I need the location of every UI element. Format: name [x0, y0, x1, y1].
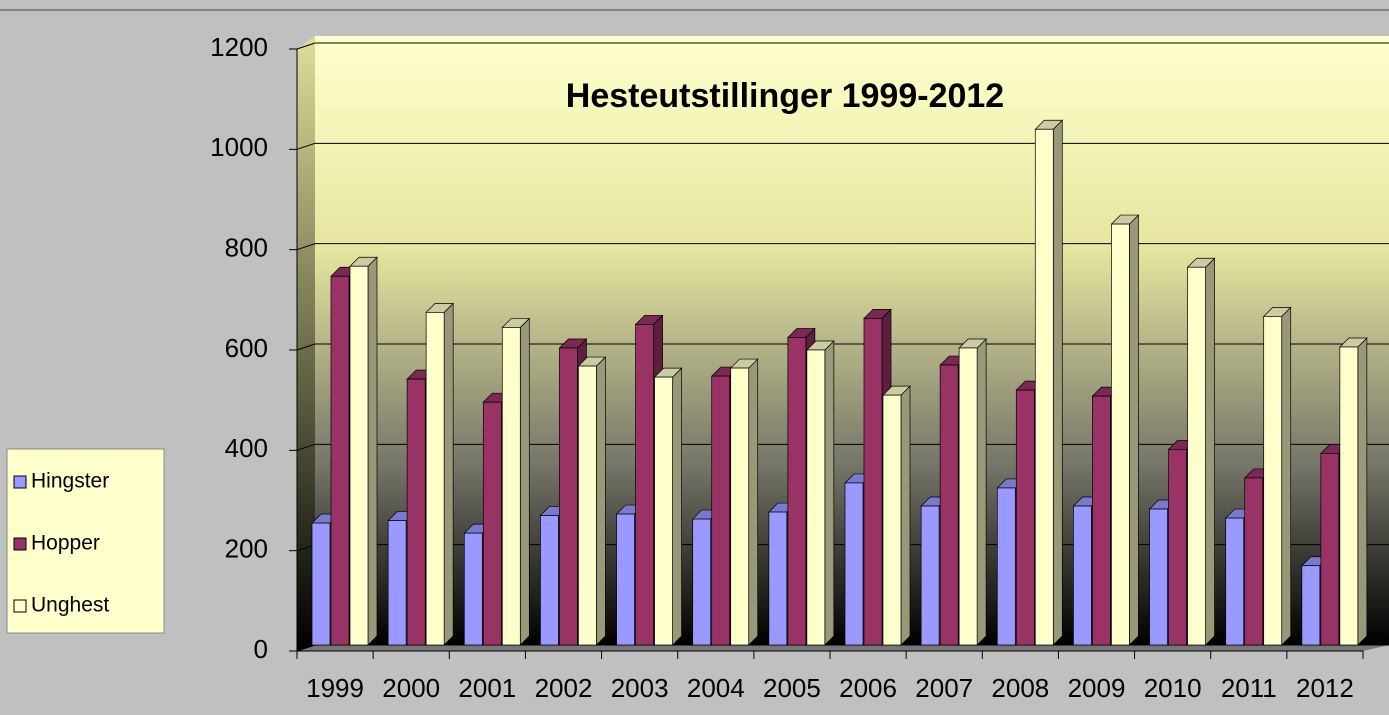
bar [425, 312, 445, 646]
bar [387, 520, 407, 646]
bar [559, 347, 578, 646]
bar [768, 511, 788, 646]
bar-side [1205, 257, 1215, 646]
y-tick-label: 200 [225, 534, 268, 564]
bar-side [596, 356, 606, 646]
bar-side [443, 302, 454, 646]
side-wall [297, 36, 315, 651]
grid-line-side [296, 644, 316, 652]
bar [406, 378, 426, 646]
x-tick-label: 1999 [306, 673, 364, 703]
x-tick-label: 2003 [611, 673, 669, 703]
bar [711, 375, 731, 646]
legend-label: Hingster [31, 470, 109, 493]
x-tick-label: 2012 [1296, 673, 1354, 703]
grid-line-side [296, 42, 316, 50]
bar [1168, 448, 1187, 646]
bar [1244, 477, 1264, 646]
chart-title: Hesteutstillinger 1999-2012 [566, 77, 1004, 115]
bar [958, 347, 978, 646]
x-tick-label: 2004 [687, 673, 745, 703]
bar-side [976, 338, 987, 646]
bar [692, 518, 712, 646]
bar-side [672, 367, 682, 646]
y-tick-label: 600 [225, 333, 268, 363]
bar [1092, 395, 1111, 646]
grid-line-side [296, 343, 316, 351]
bar-side [1281, 306, 1292, 646]
bar [806, 349, 826, 646]
bar [1111, 223, 1130, 646]
y-tick-label: 400 [225, 433, 268, 463]
legend-swatch [13, 537, 27, 551]
y-tick-label: 800 [225, 233, 268, 263]
x-tick-label: 2002 [535, 673, 593, 703]
bar [616, 513, 635, 646]
legend-swatch [13, 599, 27, 613]
floor [297, 645, 1389, 651]
legend-swatch [13, 475, 27, 489]
y-tick-label: 0 [254, 634, 268, 664]
bar [1339, 346, 1359, 646]
bar [578, 365, 597, 646]
bar [635, 324, 654, 646]
bar [1225, 517, 1245, 646]
bar-side [367, 256, 378, 646]
bar [1263, 316, 1283, 646]
bar [501, 327, 521, 646]
bar [1015, 389, 1035, 646]
grid-line-side [296, 443, 316, 451]
bar [1073, 505, 1092, 646]
bar [654, 376, 673, 646]
bar [463, 532, 483, 646]
bar-side [748, 358, 759, 646]
bar-side [1129, 214, 1139, 646]
bar [863, 318, 883, 646]
bar [1149, 508, 1168, 646]
x-tick-label: 2009 [1068, 673, 1126, 703]
y-tick-label: 1000 [210, 132, 268, 162]
bar-side [1357, 337, 1368, 646]
x-tick-label: 2005 [763, 673, 821, 703]
bar-side [519, 317, 530, 646]
bar [349, 265, 369, 646]
x-tick-label: 2001 [458, 673, 516, 703]
bar [1187, 266, 1206, 646]
bar [540, 515, 559, 646]
bar [482, 401, 502, 646]
bar [1320, 452, 1340, 646]
bar [882, 394, 902, 646]
x-tick-label: 2011 [1221, 673, 1277, 703]
bar [996, 487, 1016, 646]
bar [939, 364, 959, 646]
x-tick-label: 2008 [991, 673, 1049, 703]
bar-side [900, 385, 911, 646]
legend-label: Unghest [31, 594, 109, 617]
bar-side [824, 340, 835, 646]
x-tick-label: 2010 [1144, 673, 1202, 703]
legend [6, 448, 165, 634]
bar [1034, 128, 1054, 646]
bar [311, 522, 331, 646]
bar [730, 367, 750, 646]
grid-line-side [296, 142, 316, 150]
bar [920, 505, 940, 646]
x-tick-label: 2000 [382, 673, 440, 703]
legend-label: Hopper [31, 532, 100, 555]
y-tick-label: 1200 [210, 32, 268, 62]
bar [330, 275, 350, 646]
bar [787, 337, 807, 646]
bars [311, 119, 1368, 646]
bar-side [1052, 119, 1063, 646]
bar [844, 482, 864, 646]
x-tick-label: 2007 [915, 673, 973, 703]
grid-line-side [296, 243, 316, 251]
bar [1301, 565, 1321, 646]
x-tick-label: 2006 [839, 673, 897, 703]
